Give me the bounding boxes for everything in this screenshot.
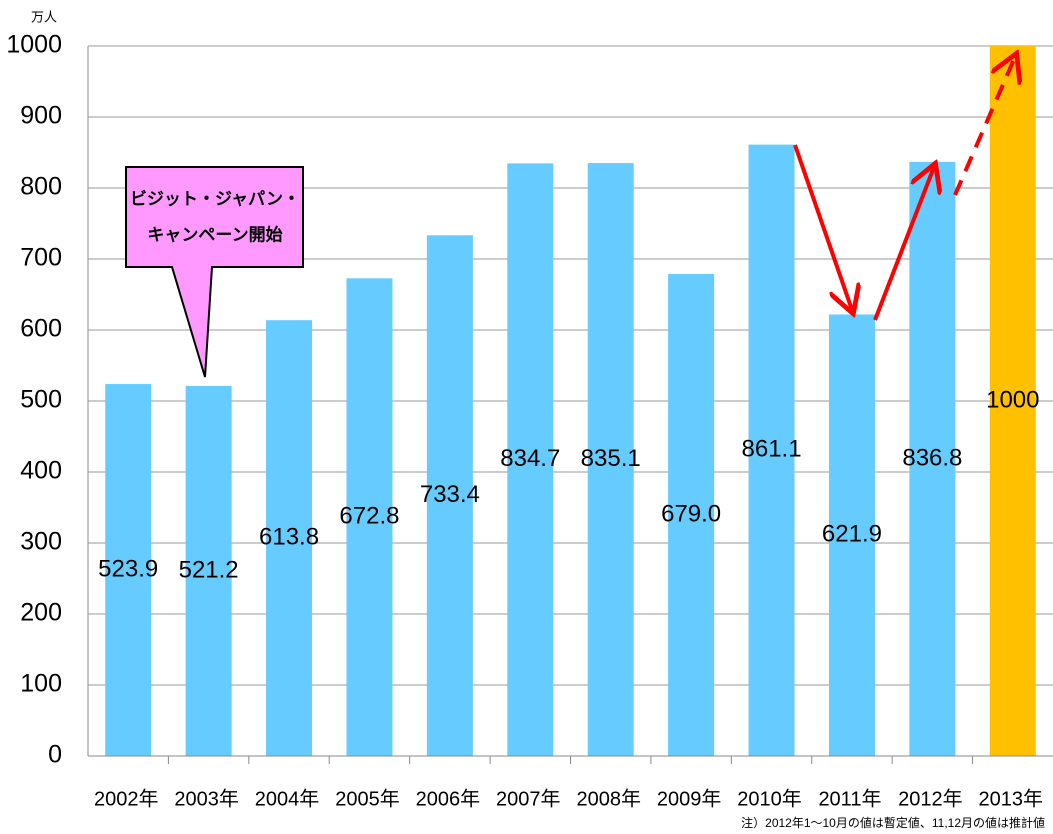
callout-text: ビジット・ジャパン・ bbox=[130, 189, 300, 208]
value-label: 523.9 bbox=[98, 555, 158, 582]
y-tick-label: 1000 bbox=[6, 31, 62, 59]
y-tick-label: 600 bbox=[20, 315, 62, 343]
value-label: 733.4 bbox=[420, 481, 480, 508]
y-tick-label: 700 bbox=[20, 244, 62, 272]
bar bbox=[507, 163, 554, 756]
bar bbox=[909, 161, 956, 756]
y-tick-label: 200 bbox=[20, 599, 62, 627]
y-axis-label: 万人 bbox=[31, 9, 57, 24]
bar bbox=[668, 273, 715, 756]
y-tick-label: 400 bbox=[20, 457, 62, 485]
value-label: 621.9 bbox=[822, 521, 882, 548]
y-tick-label: 300 bbox=[20, 528, 62, 556]
value-label: 1000 bbox=[986, 386, 1039, 413]
value-label: 521.2 bbox=[179, 556, 239, 583]
bar bbox=[587, 163, 634, 757]
y-tick-label: 0 bbox=[48, 741, 62, 769]
bar bbox=[989, 46, 1036, 756]
value-label: 679.0 bbox=[661, 500, 721, 527]
x-tick-label: 2011年 bbox=[818, 787, 881, 810]
value-label: 613.8 bbox=[259, 523, 319, 550]
y-tick-label: 500 bbox=[20, 386, 62, 414]
y-tick-label: 800 bbox=[20, 173, 62, 201]
note: 注）2012年1～10月の値は暫定値、11,12月の値は推計値 bbox=[741, 815, 1045, 830]
x-tick-label: 2004年 bbox=[255, 787, 320, 810]
bar bbox=[748, 144, 795, 756]
arrow-down bbox=[793, 144, 852, 310]
trend-arrows bbox=[793, 57, 1015, 321]
x-tick-label: 2005年 bbox=[335, 787, 400, 810]
bar bbox=[426, 235, 473, 756]
bar bbox=[346, 278, 393, 756]
x-tick-label: 2006年 bbox=[416, 787, 481, 810]
bar bbox=[828, 314, 875, 756]
bar bbox=[266, 320, 313, 756]
bar bbox=[105, 384, 152, 756]
x-tick-label: 2013年 bbox=[979, 787, 1044, 810]
x-tick-label: 2012年 bbox=[898, 787, 963, 810]
x-tick-label: 2009年 bbox=[657, 787, 722, 810]
x-tick-label: 2007年 bbox=[496, 787, 561, 810]
callout-text: キャンペーン開始 bbox=[147, 224, 282, 244]
bar bbox=[185, 385, 232, 756]
x-tick-label: 2003年 bbox=[174, 787, 239, 810]
x-tick-label: 2002年 bbox=[94, 787, 159, 810]
value-label: 835.1 bbox=[581, 445, 641, 472]
value-label: 861.1 bbox=[742, 436, 802, 463]
y-tick-label: 900 bbox=[20, 102, 62, 130]
y-tick-label: 100 bbox=[20, 670, 62, 698]
value-label: 672.8 bbox=[339, 502, 399, 529]
value-label: 834.7 bbox=[500, 445, 560, 472]
x-tick-label: 2008年 bbox=[576, 787, 641, 810]
callout bbox=[125, 166, 304, 378]
value-label: 836.8 bbox=[902, 444, 962, 471]
x-tick-label: 2010年 bbox=[737, 787, 802, 810]
arrow-up bbox=[873, 167, 934, 321]
